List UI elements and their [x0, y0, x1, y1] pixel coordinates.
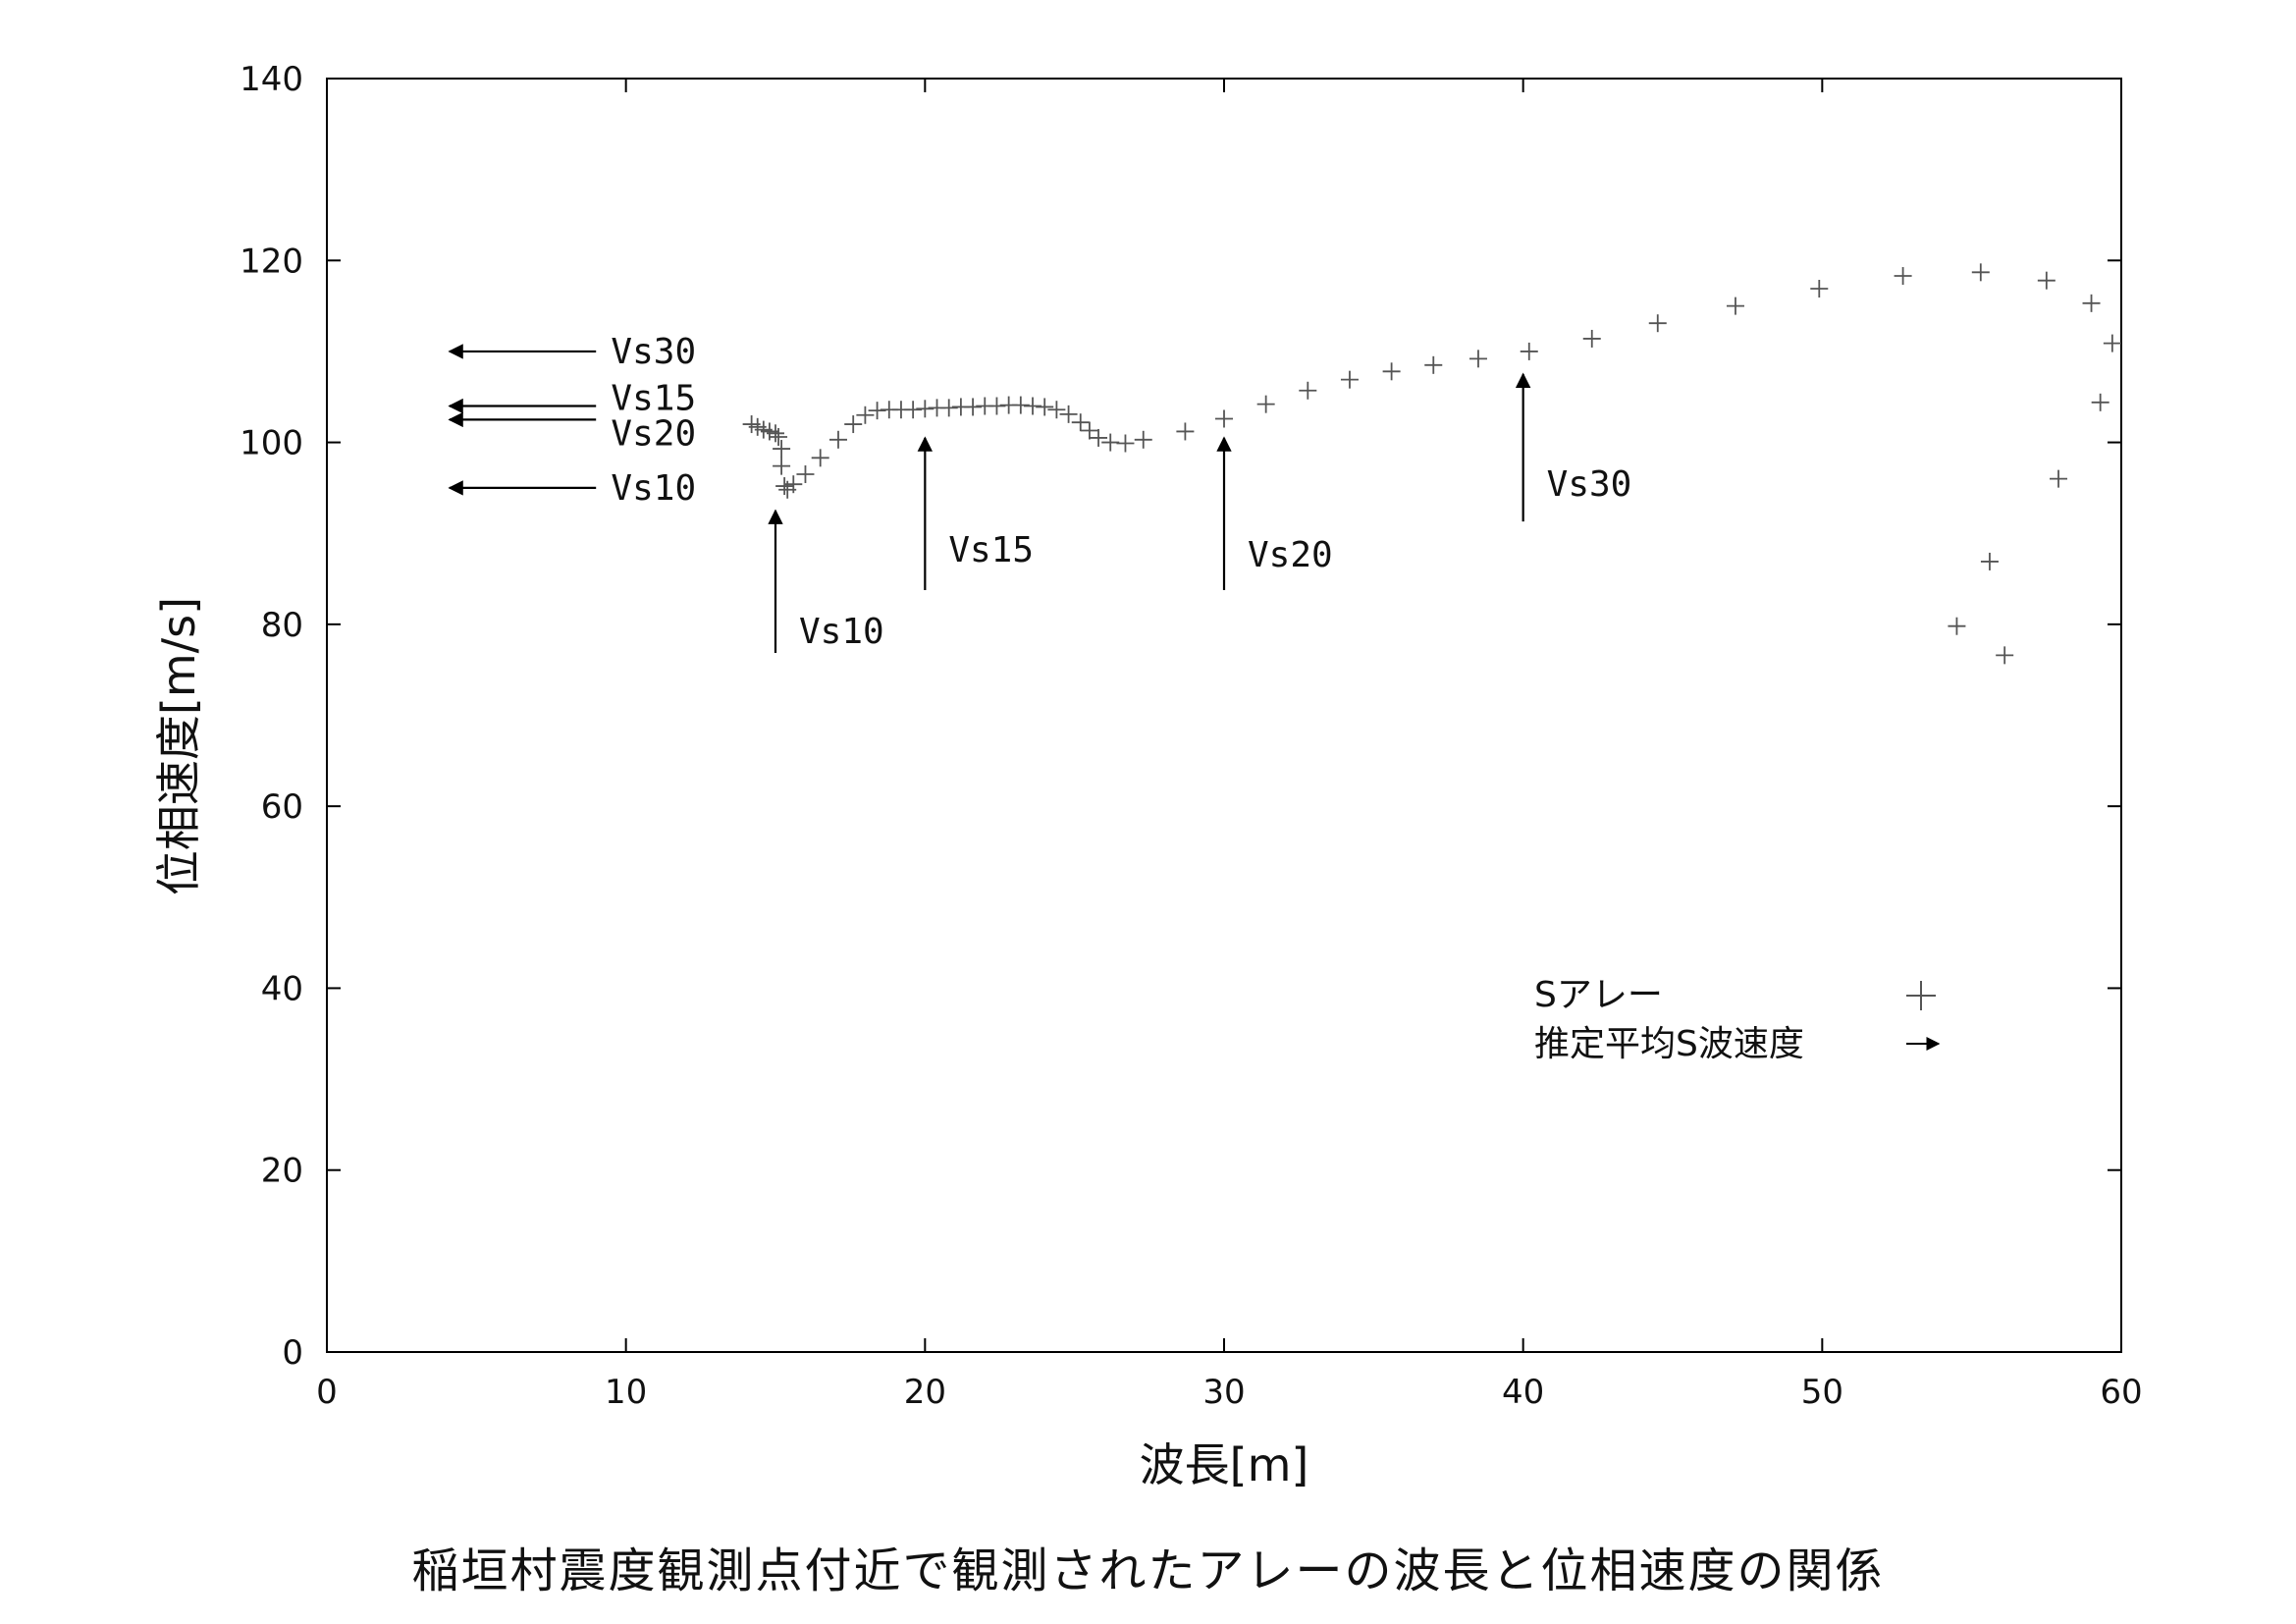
data-point	[773, 440, 791, 459]
annotation-label: Vs15	[948, 530, 1034, 570]
data-point	[856, 406, 875, 424]
data-point	[1340, 370, 1359, 389]
data-point	[1071, 413, 1090, 432]
y-tick-label: 60	[261, 787, 303, 827]
data-point	[1971, 263, 1990, 282]
data-point	[1036, 398, 1054, 416]
data-point	[770, 428, 788, 447]
data-point	[796, 464, 815, 483]
x-tick-label: 40	[1502, 1373, 1544, 1412]
data-point	[811, 449, 829, 467]
x-tick-label: 50	[1801, 1373, 1843, 1412]
data-point	[1256, 395, 1275, 413]
annotation-vs10-x: Vs10	[768, 509, 884, 654]
legend-label-avg-s-velocity: 推定平均S波速度	[1534, 1024, 1804, 1064]
annotation-vs15-x: Vs15	[917, 436, 1034, 590]
y-axis-title: 位相速度[m/s]	[152, 597, 205, 895]
legend: Sアレー 推定平均S波速度	[1534, 975, 1941, 1064]
data-point	[1468, 350, 1487, 368]
data-point	[1810, 280, 1829, 298]
data-point	[2103, 334, 2121, 352]
figure-caption: 稲垣村震度観測点付近で観測されたアレーの波長と位相速度の関係	[411, 1543, 1885, 1598]
data-point	[1011, 396, 1030, 414]
plot-frame	[326, 78, 2122, 1353]
data-point	[1424, 355, 1443, 374]
data-point	[1894, 267, 1912, 286]
annotation-label: Vs15	[611, 379, 696, 419]
data-point	[939, 399, 958, 417]
data-point	[828, 430, 847, 449]
data-point	[1090, 428, 1108, 447]
annotation-label: Vs20	[611, 413, 696, 454]
annotation-label: Vs30	[1547, 464, 1632, 505]
data-point	[2091, 393, 2109, 411]
annotation-vs30-y: Vs30	[448, 332, 696, 372]
data-point	[1215, 409, 1233, 428]
data-point	[1080, 421, 1098, 440]
data-point	[2050, 469, 2068, 488]
axis-ticks: 0 10 20 30 40 50 60 0 20 40 60 80 100 120 140	[240, 60, 2143, 1412]
data-point	[1116, 434, 1135, 453]
data-point	[1726, 297, 1744, 315]
data-point	[1520, 342, 1538, 360]
x-tick-label: 0	[316, 1373, 338, 1412]
data-point	[1024, 397, 1042, 415]
data-point	[2082, 294, 2101, 312]
annotation-label: Vs10	[799, 612, 884, 652]
x-tick-label: 10	[605, 1373, 647, 1412]
data-point	[1980, 552, 1999, 570]
data-point	[1948, 617, 1966, 635]
y-tick-label: 80	[261, 606, 303, 645]
data-point	[1059, 405, 1078, 423]
y-tick-label: 100	[240, 424, 303, 463]
data-point	[767, 424, 784, 443]
y-tick-label: 40	[261, 969, 303, 1008]
data-point	[868, 402, 886, 420]
annotation-vs20-y: Vs20	[448, 411, 696, 454]
data-point	[988, 397, 1006, 415]
x-tick-label: 60	[2100, 1373, 2142, 1412]
data-point	[904, 401, 923, 419]
data-point	[2037, 271, 2056, 290]
legend-plus-marker	[1906, 981, 1936, 1010]
data-point	[1382, 362, 1401, 381]
data-point	[775, 477, 794, 496]
annotation-label: Vs30	[611, 332, 696, 372]
y-tick-label: 120	[240, 242, 303, 281]
data-point	[1996, 646, 2014, 665]
x-tick-label: 30	[1202, 1373, 1245, 1412]
data-point	[1101, 433, 1120, 452]
annotation-vs20-x: Vs20	[1216, 436, 1333, 590]
data-point	[1176, 422, 1195, 441]
data-point	[1648, 314, 1667, 333]
legend-label-s-array: Sアレー	[1534, 975, 1663, 1015]
data-point	[1299, 381, 1317, 400]
x-axis-title: 波長[m]	[1140, 1438, 1309, 1491]
data-point	[916, 400, 934, 418]
y-tick-label: 140	[240, 60, 303, 99]
annotation-label: Vs20	[1248, 535, 1333, 575]
data-point	[773, 457, 791, 475]
data-point	[1134, 430, 1152, 449]
data-point	[1582, 329, 1601, 348]
annotation-label: Vs10	[611, 468, 696, 509]
annotation-vs15-y: Vs15	[448, 379, 696, 419]
y-tick-label: 0	[282, 1333, 303, 1373]
data-point	[964, 398, 983, 416]
data-point	[1047, 401, 1066, 419]
data-point	[784, 475, 803, 494]
x-tick-label: 20	[904, 1373, 946, 1412]
data-point	[844, 415, 863, 434]
data-points	[742, 263, 2121, 665]
annotation-vs30-x: Vs30	[1515, 372, 1632, 522]
y-tick-label: 20	[261, 1152, 303, 1191]
annotation-vs10-y: Vs10	[448, 468, 696, 509]
